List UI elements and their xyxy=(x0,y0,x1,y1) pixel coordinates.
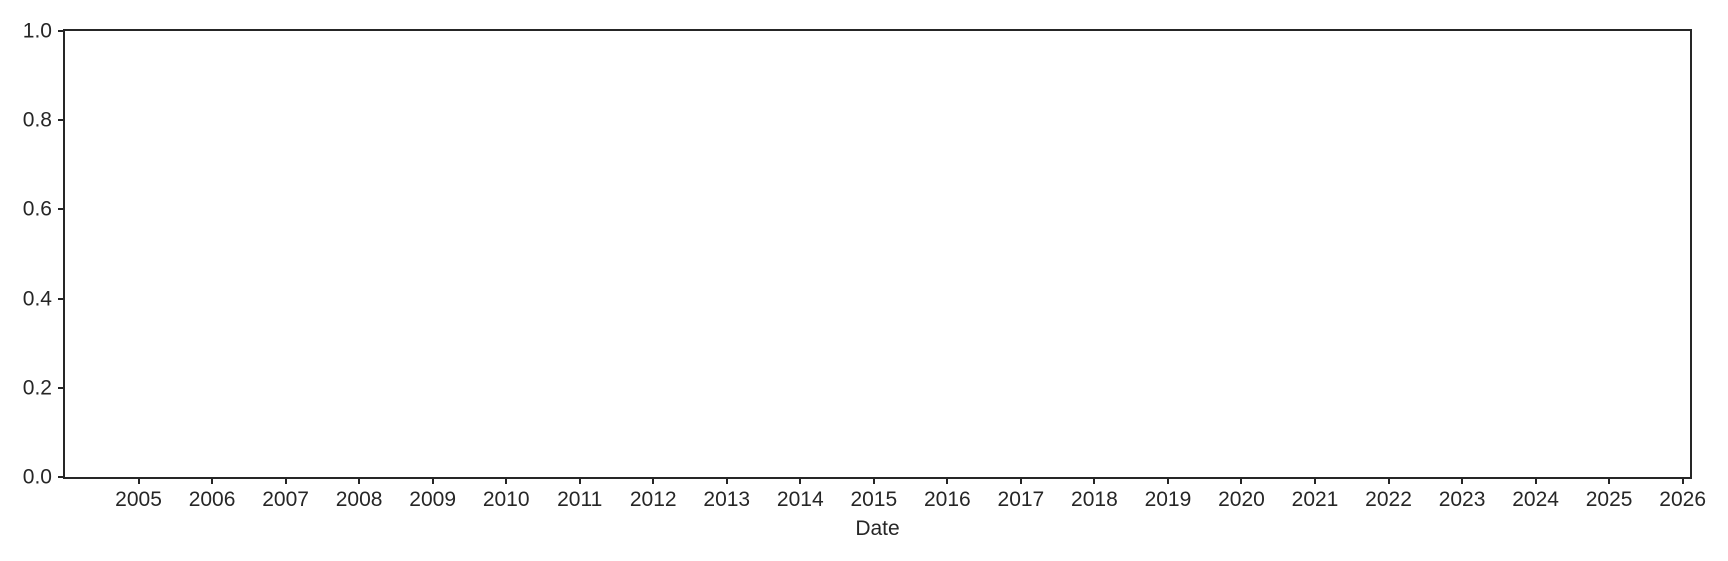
x-tick-mark xyxy=(1240,477,1243,484)
x-tick-label: 2021 xyxy=(1291,488,1339,511)
y-tick-mark xyxy=(58,119,65,122)
x-tick-mark xyxy=(137,477,140,484)
x-tick-label: 2018 xyxy=(1071,488,1118,511)
x-tick-mark xyxy=(358,477,361,484)
x-tick-mark xyxy=(725,477,728,484)
y-tick-label: 0.4 xyxy=(22,287,52,311)
plot-area: 2005 2006 2007 2008 2009 2010 2011 2012 2013 2014… xyxy=(23,20,1706,541)
x-tick-mark xyxy=(1314,477,1316,484)
x-tick-mark xyxy=(1608,477,1611,484)
x-tick-mark xyxy=(1019,477,1022,484)
y-tick-label: 1.0 xyxy=(22,19,52,43)
x-tick-mark xyxy=(652,477,655,484)
x-tick-mark xyxy=(1461,477,1464,484)
x-tick-label: 2010 xyxy=(482,488,530,511)
x-tick-label: 2016 xyxy=(923,488,971,511)
x-tick-mark xyxy=(1093,477,1096,484)
x-tick-label: 2005 xyxy=(115,488,162,511)
y-tick-mark xyxy=(58,476,65,478)
x-tick-label: 2015 xyxy=(850,488,898,511)
y-tick-label: 0.8 xyxy=(22,108,52,132)
x-tick-label: 2024 xyxy=(1512,488,1559,511)
x-tick-mark xyxy=(946,477,949,484)
y-tick-mark xyxy=(58,208,65,211)
y-tick-mark xyxy=(58,386,65,389)
y-tick-mark xyxy=(58,30,65,32)
x-tick-label: 2009 xyxy=(409,488,456,511)
x-tick-label: 2014 xyxy=(776,488,824,511)
y-tick-mark xyxy=(58,297,65,300)
x-tick-label: 2022 xyxy=(1365,488,1412,511)
x-tick-label: 2025 xyxy=(1585,488,1633,511)
x-tick-label: 2020 xyxy=(1218,488,1265,511)
x-tick-mark xyxy=(1166,477,1169,484)
x-tick-label: 2011 xyxy=(557,488,603,511)
x-tick-mark xyxy=(431,477,434,484)
y-tick-label: 0.2 xyxy=(22,376,52,400)
x-tick-mark xyxy=(872,477,875,484)
y-tick-label: 0.6 xyxy=(22,197,52,221)
x-tick-mark xyxy=(578,477,581,484)
x-tick-label: 2008 xyxy=(335,488,383,511)
x-tick-label: 2017 xyxy=(997,488,1045,511)
x-tick-mark xyxy=(1681,477,1684,484)
x-tick-label: 2023 xyxy=(1438,488,1486,511)
x-tick-mark xyxy=(211,477,214,484)
x-tick-label: 2013 xyxy=(703,488,751,511)
x-tick-mark xyxy=(799,477,802,484)
x-tick-label: 2026 xyxy=(1659,488,1706,511)
y-tick-label: 0.0 xyxy=(22,465,52,489)
x-tick-mark xyxy=(284,477,287,484)
x-tick-mark xyxy=(505,477,508,484)
x-tick-label: 2012 xyxy=(629,488,677,511)
x-tick-label: 2007 xyxy=(262,488,309,511)
x-tick-label: 2019 xyxy=(1144,488,1192,511)
x-tick-mark xyxy=(1534,477,1537,484)
x-tick-mark xyxy=(1387,477,1390,484)
x-axis-label: Date xyxy=(855,517,900,540)
x-tick-label: 2006 xyxy=(188,488,236,511)
